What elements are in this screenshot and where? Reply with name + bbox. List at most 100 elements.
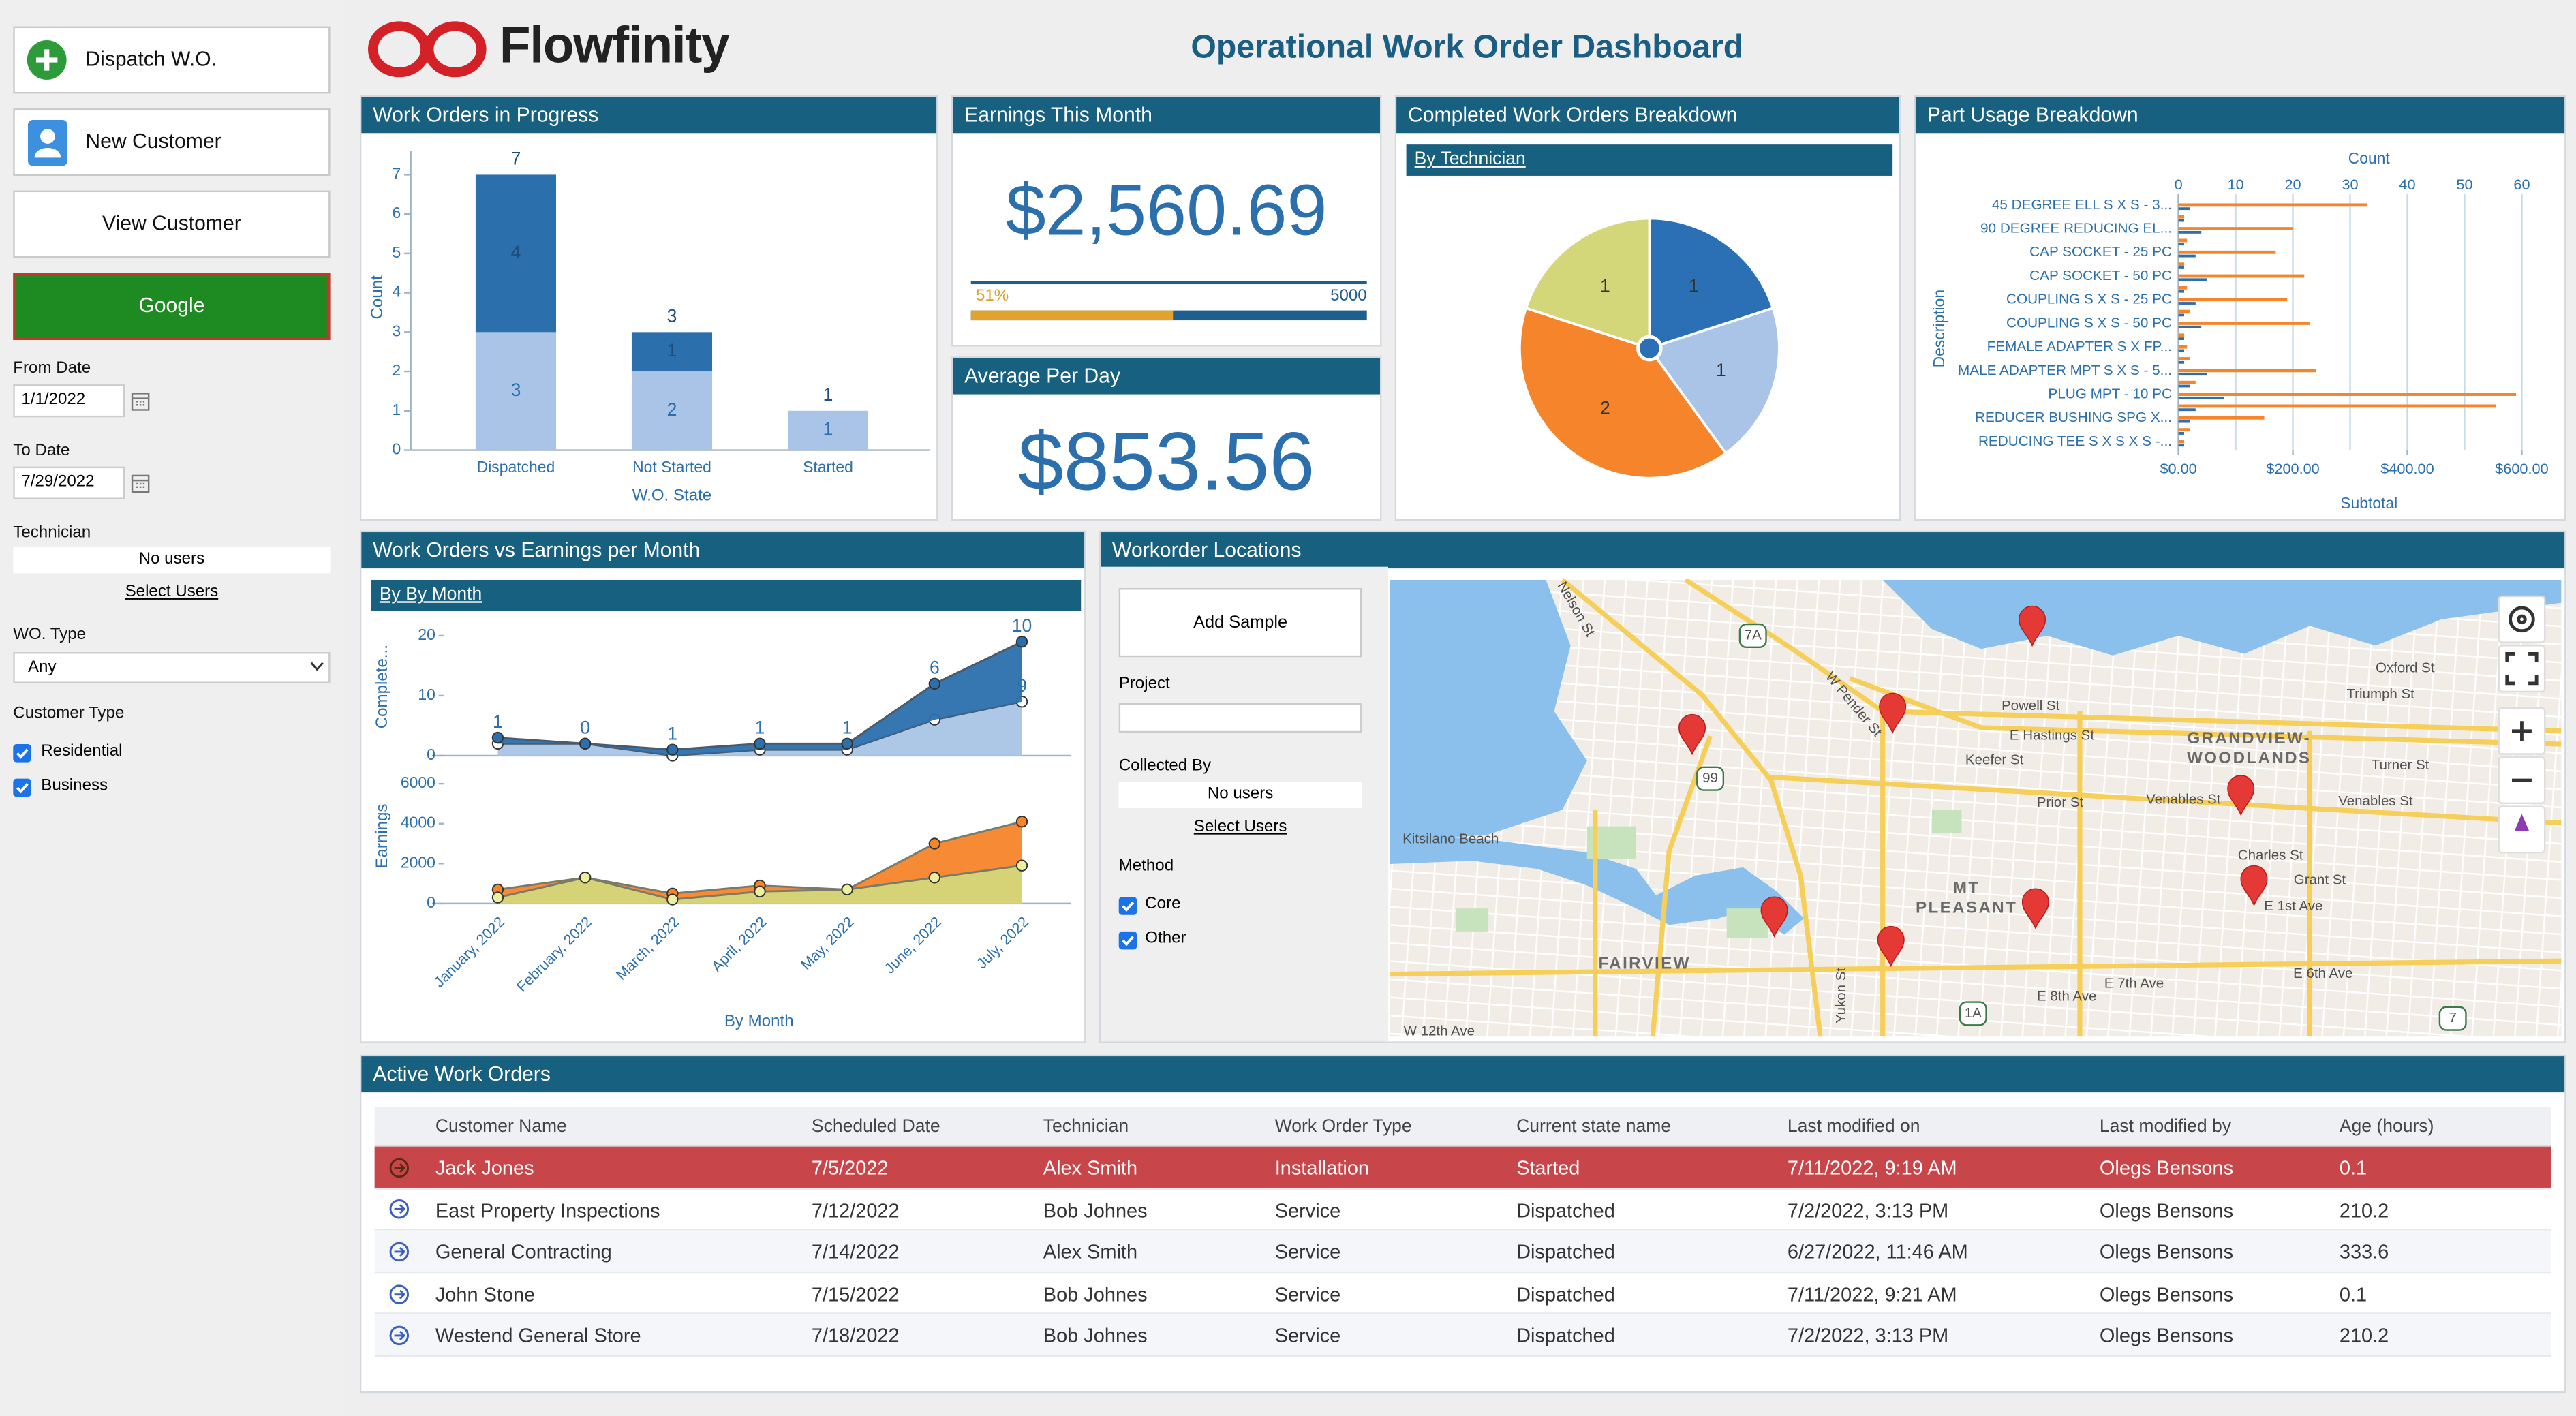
- map-label: 99: [1702, 770, 1718, 786]
- checkbox[interactable]: [1118, 931, 1137, 950]
- panel: Earnings This Month $2,560.69 51% 5000: [951, 95, 1382, 347]
- button[interactable]: View Customer: [13, 190, 331, 258]
- table-row[interactable]: [374, 1188, 2551, 1231]
- map-base: [1390, 579, 2562, 1037]
- record-count: 11 records: [2168, 1361, 2576, 1378]
- map-control[interactable]: [2498, 645, 2546, 693]
- point: [1015, 636, 1028, 648]
- map-pin[interactable]: [2019, 605, 2046, 647]
- button[interactable]: Add Sample: [1118, 588, 1362, 658]
- map-pin[interactable]: [2227, 775, 2255, 816]
- button[interactable]: Dispatch W.O.: [13, 26, 331, 94]
- control-icon: [2509, 606, 2535, 633]
- check-mark: [16, 748, 29, 759]
- calendar-icon[interactable]: [131, 391, 150, 411]
- icon-arrow: [394, 1289, 406, 1299]
- calendar-grid: [132, 479, 149, 488]
- target-label: 5000: [1330, 287, 1367, 306]
- map-control[interactable]: [2498, 595, 2546, 643]
- map-pin[interactable]: [1877, 926, 1905, 968]
- map-label: E 8th Ave: [2037, 989, 2096, 1004]
- date-input[interactable]: 1/1/2022: [13, 384, 125, 418]
- area: [497, 641, 1022, 756]
- bar: [631, 371, 713, 450]
- tab[interactable]: By By Month: [371, 579, 1082, 611]
- table-cell: Bob Johnes: [1043, 1198, 1148, 1222]
- y-tick-label: CAP SOCKET - 50 PC: [2029, 268, 2172, 283]
- bar: [2178, 203, 2367, 207]
- x2-tick-label: 10: [2228, 176, 2244, 193]
- table-row[interactable]: [374, 1231, 2551, 1273]
- checkbox-label: Other: [1145, 929, 1186, 948]
- bar-label: 2: [667, 399, 677, 420]
- date-input[interactable]: 7/29/2022: [13, 466, 125, 499]
- row-open-icon[interactable]: [389, 1242, 410, 1262]
- map-pin[interactable]: [1678, 714, 1706, 756]
- x2-tick-label: 0: [2175, 176, 2183, 193]
- link[interactable]: Select Users: [125, 583, 219, 602]
- calendar-icon[interactable]: [131, 473, 150, 493]
- y-tick-label: CAP SOCKET - 25 PC: [2029, 244, 2172, 260]
- checkbox-label: Business: [41, 777, 108, 795]
- map-pin[interactable]: [2240, 865, 2268, 907]
- icon-circle: [389, 1200, 410, 1220]
- map-pin[interactable]: [1760, 896, 1788, 938]
- road: [1767, 774, 2562, 826]
- map-pin[interactable]: [1879, 692, 1907, 735]
- row-open-icon[interactable]: [389, 1200, 410, 1220]
- y-tick-label: 0: [427, 893, 435, 911]
- table-cell: Dispatched: [1516, 1198, 1615, 1222]
- checkbox[interactable]: [1118, 897, 1137, 915]
- customer-icon: [27, 119, 67, 166]
- point: [579, 872, 592, 884]
- column-header: Scheduled Date: [811, 1117, 940, 1137]
- x-axis-title: By Month: [724, 1012, 794, 1030]
- total-label: 7: [511, 149, 521, 169]
- row-open-icon[interactable]: [389, 1158, 410, 1178]
- logo-ring: [367, 21, 431, 78]
- link[interactable]: Select Users: [1193, 818, 1287, 837]
- table-row[interactable]: [374, 1272, 2551, 1315]
- column-header: Last modified by: [2099, 1117, 2232, 1137]
- checkbox[interactable]: [13, 744, 31, 763]
- x-tick-label: May, 2022: [797, 913, 857, 973]
- y-axis-title: Count: [368, 275, 386, 320]
- row-open-icon[interactable]: [389, 1326, 410, 1346]
- x-tick-label: July, 2022: [973, 913, 1032, 972]
- row-open-icon[interactable]: [389, 1284, 410, 1304]
- bar: [2178, 432, 2185, 435]
- user-field: No users: [1118, 782, 1362, 809]
- pie-slice: [1648, 217, 1775, 350]
- bar: [475, 332, 557, 450]
- button[interactable]: Google: [13, 273, 331, 341]
- table-row[interactable]: [374, 1146, 2551, 1189]
- table-row[interactable]: [374, 1314, 2551, 1357]
- label: Customer Type: [13, 705, 125, 723]
- bar: [2178, 290, 2185, 293]
- tab[interactable]: By Technician: [1406, 144, 1893, 176]
- select[interactable]: Any: [13, 652, 331, 683]
- map-pin[interactable]: [2021, 888, 2049, 929]
- y-tick-label: 45 DEGREE ELL S X S - 3...: [1992, 197, 2172, 213]
- y-tick-label: COUPLING S X S - 50 PC: [2006, 315, 2172, 330]
- bar: [2178, 278, 2207, 281]
- progress-fill: [970, 310, 1174, 321]
- map-label: Powell St: [2002, 698, 2060, 713]
- point: [841, 883, 853, 896]
- table-cell: 7/18/2022: [811, 1324, 900, 1348]
- progress-line: [970, 281, 1367, 285]
- checkbox[interactable]: [13, 778, 31, 797]
- map-label: Kitsilano Beach: [1402, 831, 1499, 846]
- map-label: E 7th Ave: [2104, 975, 2164, 991]
- bar-label: 3: [511, 380, 521, 400]
- control-icon: [2505, 652, 2539, 686]
- pie-chart: 1 1 2 1: [1518, 217, 1781, 480]
- table-cell: Dispatched: [1516, 1282, 1615, 1306]
- button[interactable]: New Customer: [13, 108, 331, 176]
- text-input[interactable]: [1118, 703, 1362, 733]
- x2-tick-label: 60: [2513, 176, 2530, 193]
- table-cell: 7/5/2022: [811, 1156, 889, 1180]
- icon-circle: [389, 1284, 410, 1304]
- table-cell: 6/27/2022, 11:46 AM: [1787, 1240, 1968, 1264]
